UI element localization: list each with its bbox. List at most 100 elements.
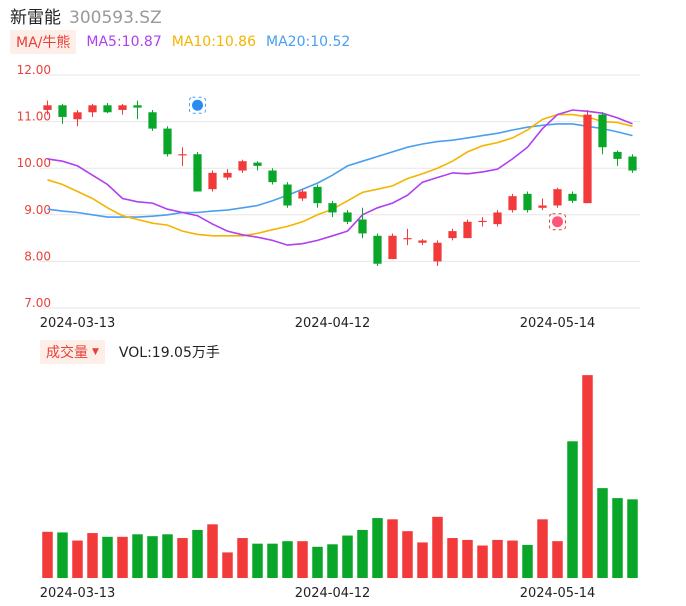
candle-body bbox=[478, 220, 487, 223]
volume-bar bbox=[552, 541, 563, 578]
volume-bar bbox=[342, 535, 353, 578]
volume-bars bbox=[42, 375, 638, 578]
candle bbox=[253, 161, 262, 171]
candle bbox=[448, 228, 457, 241]
volume-bar bbox=[357, 529, 368, 578]
candlesticks bbox=[43, 100, 637, 267]
marker-frame bbox=[189, 96, 206, 114]
volume-bar bbox=[147, 536, 158, 578]
candle bbox=[388, 233, 397, 260]
x-tick-label: 2024-03-13 bbox=[40, 316, 116, 331]
event-marker-red-icon[interactable] bbox=[549, 213, 566, 231]
volume-bar bbox=[567, 441, 578, 578]
y-tick-label: 11.00 bbox=[17, 110, 51, 124]
price-axis-labels: 12.00 11.00 10.00 9.00 8.00 7.00 bbox=[17, 63, 51, 310]
volume-bar bbox=[132, 534, 143, 578]
volume-bar bbox=[237, 538, 248, 578]
volume-bar bbox=[582, 375, 593, 578]
candle-body bbox=[208, 172, 217, 190]
volume-value: VOL:19.05万手 bbox=[118, 345, 220, 361]
volume-bar bbox=[57, 532, 68, 578]
candle-body bbox=[493, 212, 502, 225]
candle bbox=[238, 159, 247, 173]
volume-bar bbox=[522, 544, 533, 578]
marker-frame bbox=[549, 213, 566, 231]
candle bbox=[538, 198, 547, 211]
volume-bar bbox=[162, 534, 173, 578]
candle-body bbox=[283, 184, 292, 206]
candle-body bbox=[268, 170, 277, 183]
volume-bar bbox=[222, 552, 233, 578]
chevron-down-icon: ▼ bbox=[92, 347, 99, 357]
x-tick-label: 2024-05-14 bbox=[520, 316, 596, 331]
ma-toggle-button[interactable]: MA/牛熊 bbox=[10, 30, 77, 54]
candle-body bbox=[298, 191, 307, 199]
candle-body bbox=[358, 219, 367, 234]
volume-bar bbox=[207, 524, 218, 578]
candle-body bbox=[73, 112, 82, 120]
y-tick-label: 12.00 bbox=[17, 63, 51, 77]
marker-dot bbox=[192, 99, 203, 111]
volume-bar bbox=[312, 546, 323, 578]
ma-legend: MA/牛熊 MA5:10.87 MA10:10.86 MA20:10.52 bbox=[10, 30, 350, 54]
candle bbox=[283, 182, 292, 208]
candle-body bbox=[313, 186, 322, 204]
candle bbox=[148, 109, 157, 131]
candle bbox=[313, 184, 322, 208]
volume-bar bbox=[252, 543, 263, 578]
y-tick-label: 9.00 bbox=[24, 203, 51, 217]
candle bbox=[433, 240, 442, 267]
candle bbox=[568, 191, 577, 204]
candle-body bbox=[343, 212, 352, 222]
candle-body bbox=[223, 172, 232, 178]
candle bbox=[493, 210, 502, 227]
stock-title: 新雷能 300593.SZ bbox=[10, 3, 162, 29]
candle-body bbox=[463, 221, 472, 239]
volume-bar bbox=[492, 539, 503, 578]
candle bbox=[73, 109, 82, 127]
volume-bar bbox=[462, 539, 473, 578]
candle bbox=[358, 207, 367, 239]
volume-bar bbox=[282, 541, 293, 578]
volume-bar bbox=[387, 519, 398, 578]
volume-header: 成交量 ▼ VOL:19.05万手 bbox=[40, 340, 220, 364]
candle-body bbox=[598, 114, 607, 148]
candle bbox=[613, 150, 622, 166]
volume-bar bbox=[612, 498, 623, 578]
volume-bar bbox=[192, 529, 203, 578]
volume-x-tick-label: 2024-03-13 bbox=[40, 586, 116, 601]
ma10-line bbox=[47, 113, 633, 237]
candle bbox=[598, 112, 607, 155]
x-tick-label: 2024-04-12 bbox=[295, 316, 371, 331]
volume-toggle-button[interactable]: 成交量 ▼ bbox=[40, 340, 105, 364]
candle-body bbox=[58, 105, 67, 117]
candle-body bbox=[583, 114, 592, 204]
candle bbox=[478, 217, 487, 227]
chart-markers bbox=[189, 96, 566, 231]
volume-bar bbox=[297, 541, 308, 578]
candle-body bbox=[523, 193, 532, 211]
volume-bar bbox=[42, 531, 53, 578]
candle-body bbox=[133, 105, 142, 108]
candle bbox=[268, 168, 277, 185]
volume-bar bbox=[417, 542, 428, 578]
volume-x-tick-label: 2024-04-12 bbox=[295, 586, 371, 601]
candle bbox=[118, 103, 127, 115]
ma20-line bbox=[47, 123, 633, 218]
candle-body bbox=[538, 205, 547, 208]
volume-bar bbox=[627, 499, 638, 578]
event-marker-blue-icon[interactable] bbox=[189, 96, 206, 114]
candle-body bbox=[628, 156, 637, 171]
candle-body bbox=[328, 203, 337, 213]
ma5-line bbox=[47, 109, 633, 246]
volume-bar bbox=[87, 533, 98, 578]
candle bbox=[523, 191, 532, 213]
volume-bar bbox=[477, 545, 488, 578]
candle bbox=[508, 193, 517, 213]
y-tick-label: 8.00 bbox=[24, 249, 51, 263]
marker-dot bbox=[552, 216, 563, 228]
candle-body bbox=[193, 154, 202, 192]
ma5-legend: MA5:10.87 bbox=[86, 34, 162, 50]
candle bbox=[583, 109, 592, 204]
